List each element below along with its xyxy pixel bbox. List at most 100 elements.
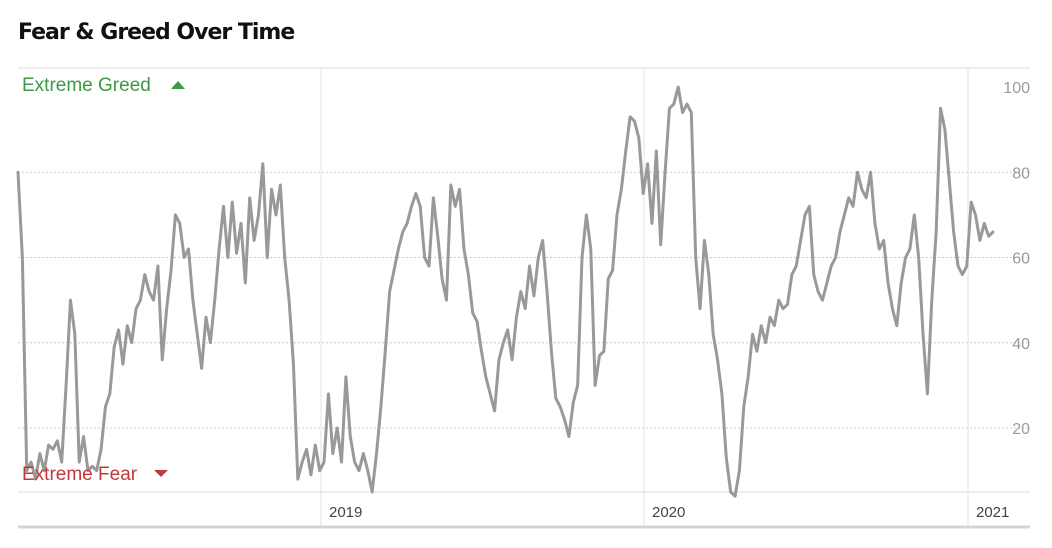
y-tick-label: 20 bbox=[1012, 421, 1030, 438]
data-point bbox=[165, 307, 168, 310]
data-point bbox=[436, 235, 439, 238]
data-point bbox=[589, 248, 592, 250]
data-point bbox=[458, 188, 461, 191]
x-tick-label: 2020 bbox=[652, 504, 685, 521]
data-point bbox=[874, 222, 876, 225]
data-point bbox=[563, 418, 566, 421]
data-point bbox=[143, 273, 146, 276]
data-point bbox=[187, 248, 190, 250]
data-point bbox=[978, 239, 981, 242]
data-point bbox=[585, 213, 588, 216]
data-point bbox=[30, 461, 33, 463]
data-point bbox=[602, 350, 605, 353]
extreme-greed-label: Extreme Greed bbox=[22, 75, 151, 96]
data-point bbox=[533, 294, 535, 297]
data-point bbox=[541, 239, 544, 242]
data-point bbox=[209, 341, 212, 344]
data-point bbox=[655, 150, 658, 152]
data-point bbox=[244, 282, 247, 284]
data-point bbox=[222, 205, 225, 208]
data-point bbox=[371, 491, 374, 493]
data-point bbox=[860, 188, 863, 191]
data-point bbox=[944, 128, 946, 131]
data-point bbox=[47, 444, 50, 446]
data-point bbox=[178, 222, 181, 225]
data-point bbox=[441, 277, 443, 280]
data-point bbox=[318, 469, 321, 472]
y-tick-label: 100 bbox=[1003, 80, 1030, 97]
data-point bbox=[445, 299, 448, 302]
data-point bbox=[340, 461, 343, 463]
data-point bbox=[476, 320, 478, 323]
data-point bbox=[825, 282, 828, 284]
data-point bbox=[336, 427, 339, 429]
data-point bbox=[712, 333, 715, 336]
data-point bbox=[21, 256, 24, 259]
data-point bbox=[191, 299, 194, 302]
data-point bbox=[484, 375, 487, 378]
data-point bbox=[629, 115, 632, 118]
data-point bbox=[467, 273, 470, 276]
data-point bbox=[935, 231, 938, 233]
data-point bbox=[493, 410, 496, 412]
data-point bbox=[965, 265, 968, 267]
data-point bbox=[327, 393, 330, 395]
data-point bbox=[288, 299, 290, 302]
data-point bbox=[414, 192, 417, 195]
data-point bbox=[568, 435, 570, 438]
data-point bbox=[292, 363, 295, 365]
data-point bbox=[795, 265, 798, 267]
data-point bbox=[519, 290, 522, 293]
data-point bbox=[633, 120, 636, 122]
data-point bbox=[878, 248, 881, 250]
data-point bbox=[664, 171, 666, 174]
data-point bbox=[314, 444, 317, 446]
data-point bbox=[620, 188, 623, 191]
data-point bbox=[279, 184, 282, 186]
data-point bbox=[480, 350, 483, 353]
data-point bbox=[139, 299, 142, 302]
data-point bbox=[375, 452, 378, 455]
data-point bbox=[296, 478, 299, 481]
data-point bbox=[922, 333, 924, 336]
data-point bbox=[616, 213, 618, 216]
data-point bbox=[82, 435, 85, 438]
data-point bbox=[183, 256, 186, 259]
data-point bbox=[305, 448, 308, 451]
data-point bbox=[624, 150, 627, 152]
data-point bbox=[729, 491, 732, 493]
data-point bbox=[235, 252, 238, 255]
data-point bbox=[738, 469, 741, 472]
data-point bbox=[694, 256, 697, 259]
data-point bbox=[253, 239, 256, 242]
data-point bbox=[847, 196, 850, 199]
data-point bbox=[891, 307, 894, 310]
data-point bbox=[515, 316, 518, 319]
data-point bbox=[463, 248, 465, 250]
data-point bbox=[611, 269, 614, 272]
data-point bbox=[790, 273, 793, 276]
data-point bbox=[266, 256, 269, 259]
data-point bbox=[782, 307, 785, 310]
data-point bbox=[987, 235, 990, 238]
data-point bbox=[699, 307, 701, 310]
data-point bbox=[152, 299, 155, 302]
data-point bbox=[231, 201, 234, 203]
data-point bbox=[970, 201, 973, 203]
data-point bbox=[554, 397, 557, 400]
data-point bbox=[830, 265, 833, 267]
data-point bbox=[703, 239, 706, 242]
data-point bbox=[17, 171, 19, 174]
data-point bbox=[126, 324, 129, 327]
data-point bbox=[331, 452, 334, 455]
data-point bbox=[113, 346, 116, 348]
data-point bbox=[843, 213, 846, 216]
data-point bbox=[550, 350, 553, 353]
data-point bbox=[34, 478, 37, 481]
data-point bbox=[742, 405, 745, 408]
data-point bbox=[817, 290, 820, 293]
data-point bbox=[248, 196, 251, 199]
data-point bbox=[489, 393, 492, 395]
data-point bbox=[909, 248, 911, 250]
index-line bbox=[16, 85, 995, 498]
